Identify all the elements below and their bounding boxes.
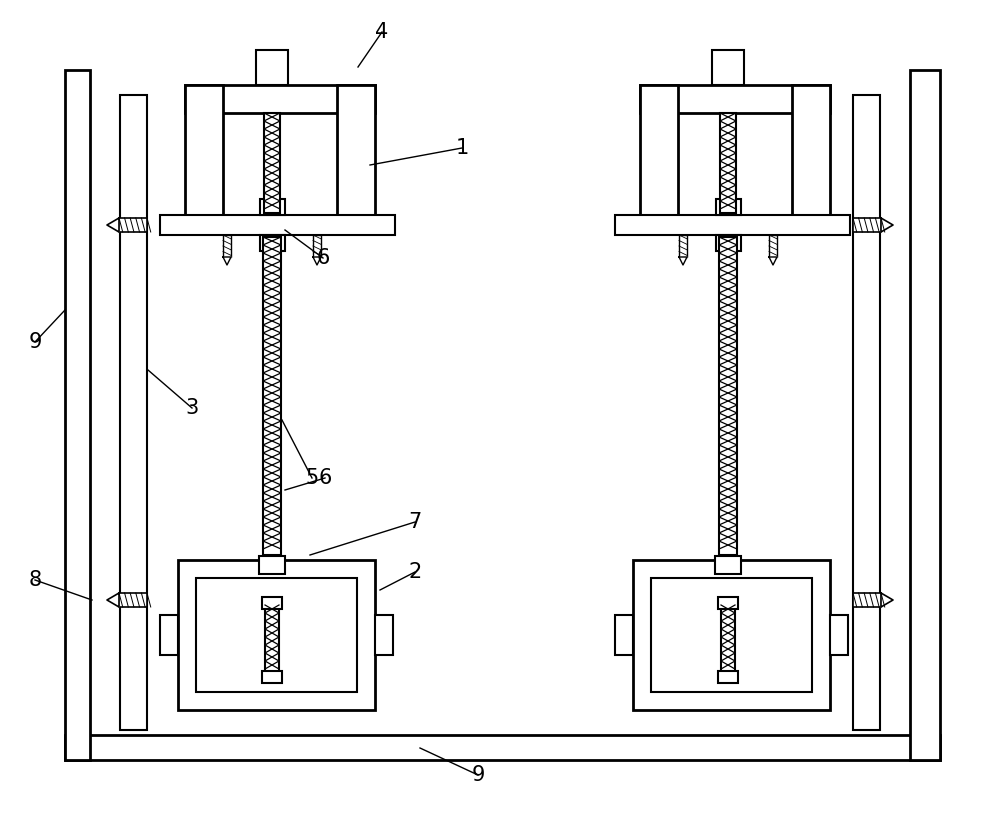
Polygon shape (679, 257, 687, 265)
Text: 6: 6 (316, 248, 330, 268)
Bar (160, 615, 178, 655)
Text: 9: 9 (471, 765, 485, 785)
Bar (119, 593, 147, 607)
Bar (719, 237, 737, 555)
Polygon shape (881, 218, 893, 232)
Bar (715, 556, 741, 574)
Polygon shape (313, 257, 321, 265)
Bar (256, 50, 288, 85)
Polygon shape (881, 593, 893, 607)
Text: 8: 8 (28, 570, 42, 590)
Bar (712, 50, 744, 85)
Bar (264, 113, 280, 213)
Bar (263, 237, 281, 555)
Bar (196, 578, 357, 692)
Bar (185, 85, 223, 225)
Text: 1: 1 (455, 138, 469, 158)
Bar (262, 671, 282, 683)
Bar (721, 605, 735, 675)
Bar (720, 113, 736, 213)
Bar (119, 218, 147, 232)
Bar (853, 593, 881, 607)
Polygon shape (223, 257, 231, 265)
Text: 5: 5 (305, 468, 319, 488)
Bar (651, 578, 812, 692)
Bar (65, 70, 90, 760)
Text: 6: 6 (318, 468, 332, 488)
Bar (633, 560, 830, 710)
Bar (260, 199, 285, 215)
Bar (718, 671, 738, 683)
Bar (716, 235, 740, 251)
Bar (313, 235, 321, 257)
Polygon shape (769, 257, 777, 265)
Bar (265, 605, 279, 675)
Bar (853, 218, 881, 232)
Bar (830, 615, 848, 655)
Bar (615, 615, 633, 655)
Text: 7: 7 (408, 512, 422, 532)
Bar (375, 615, 393, 655)
Text: 2: 2 (408, 562, 422, 582)
Bar (853, 95, 880, 730)
Bar (160, 215, 395, 235)
Bar (640, 85, 830, 113)
Text: 9: 9 (28, 332, 42, 352)
Polygon shape (107, 218, 119, 232)
Bar (679, 235, 687, 257)
Text: 4: 4 (375, 22, 389, 42)
Bar (716, 199, 740, 215)
Bar (769, 235, 777, 257)
Bar (178, 560, 375, 710)
Bar (615, 215, 850, 235)
Bar (262, 597, 282, 609)
Bar (792, 85, 830, 225)
Bar (185, 85, 375, 113)
Bar (640, 85, 678, 225)
Polygon shape (107, 593, 119, 607)
Bar (260, 235, 285, 251)
Bar (337, 85, 375, 225)
Bar (259, 556, 285, 574)
Bar (65, 735, 940, 760)
Bar (718, 597, 738, 609)
Bar (223, 235, 231, 257)
Text: 3: 3 (185, 398, 199, 418)
Bar (910, 70, 940, 760)
Bar (120, 95, 147, 730)
